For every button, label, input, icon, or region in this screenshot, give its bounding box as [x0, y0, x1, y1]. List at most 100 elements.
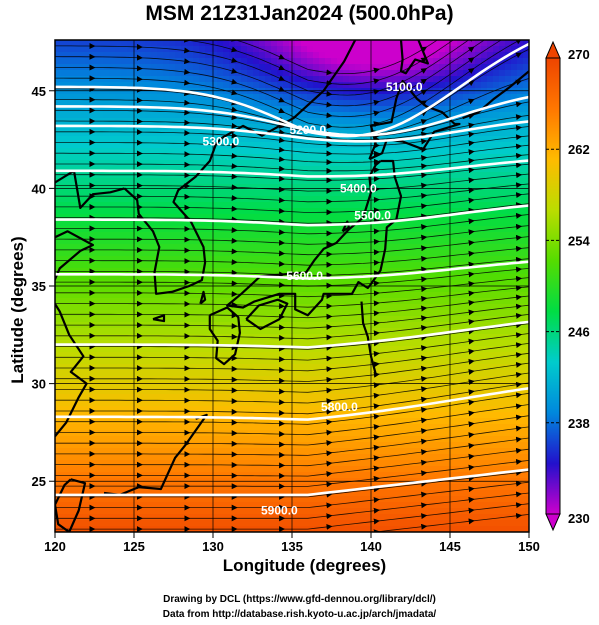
flow-arrow	[231, 106, 238, 113]
map-figure: 5100.0 5200.0 5300.0 5400.0 5500.0 5600.0 5800…	[32, 15, 590, 554]
contour-5200.0	[55, 95, 529, 137]
flow-arrow	[468, 475, 475, 482]
flow-arrow	[515, 502, 523, 509]
flow-arrow	[468, 280, 475, 287]
flow-arrow	[326, 419, 333, 426]
flow-arrow	[326, 101, 333, 108]
flow-arrow	[373, 382, 380, 389]
flow-arrow	[420, 138, 428, 145]
flow-arrow	[420, 78, 428, 85]
flow-arrow	[183, 68, 191, 75]
flow-arrow	[420, 396, 428, 403]
y-tick-label: 35	[32, 279, 46, 294]
colorbar-label: 270	[568, 47, 590, 62]
flow-arrow	[468, 507, 475, 514]
colorbar-label: 254	[568, 233, 590, 248]
flow-arrow	[420, 305, 428, 312]
x-tick-label: 120	[44, 539, 66, 554]
flow-arrow	[516, 28, 521, 31]
flow-arrow	[468, 157, 475, 164]
flow-arrow	[420, 375, 428, 382]
flow-arrow	[373, 455, 380, 462]
flow-arrow	[373, 518, 380, 525]
contour-5800.0	[55, 387, 529, 421]
colorbar: 270 262 254 246 238 230	[545, 40, 590, 532]
flow-arrow	[420, 513, 428, 520]
contour-label: 5100.0	[386, 80, 423, 94]
contour-5300.0	[55, 120, 529, 143]
flow-arrow	[468, 432, 475, 439]
flow-arrow	[326, 481, 333, 488]
flow-arrow	[373, 465, 380, 472]
colorbar-under-triangle	[545, 513, 561, 532]
flow-arrow	[515, 134, 523, 141]
flow-arrow	[327, 537, 332, 538]
flow-arrow	[183, 47, 191, 54]
flow-arrow	[468, 410, 475, 417]
y-tick-label: 30	[32, 377, 46, 392]
flow-arrow	[468, 207, 475, 214]
flow-arrow	[420, 406, 428, 413]
contour-label: 5300.0	[203, 135, 240, 149]
flow-arrow	[468, 464, 475, 471]
flow-arrow	[373, 392, 380, 399]
flow-arrow	[420, 315, 428, 322]
flow-arrow	[515, 124, 523, 131]
flow-arrow	[278, 137, 286, 144]
flow-arrow	[373, 78, 380, 85]
y-tick-label: 40	[32, 181, 46, 196]
flow-arrow	[515, 392, 523, 399]
flow-arrow	[468, 496, 475, 503]
flow-arrow	[183, 90, 191, 97]
flow-arrow	[467, 40, 475, 42]
flow-arrow	[278, 53, 286, 60]
flow-arrow	[420, 365, 428, 372]
flow-arrow	[467, 68, 475, 74]
coastline-sakhalin	[399, 40, 429, 75]
flow-arrow	[515, 322, 523, 329]
flow-arrow	[469, 15, 474, 18]
flow-arrow	[420, 324, 428, 331]
flow-arrow	[420, 68, 428, 74]
flow-arrow	[467, 57, 475, 64]
x-tick-label: 130	[202, 539, 224, 554]
x-tick-label: 135	[281, 539, 303, 554]
flow-arrow	[326, 523, 333, 530]
flow-arrow	[420, 334, 428, 341]
x-tick-label: 140	[360, 539, 382, 554]
flow-arrow	[515, 294, 523, 301]
coastline-jeju	[152, 314, 166, 323]
flow-arrow	[468, 389, 475, 396]
flow-arrow	[420, 355, 428, 362]
coastline-kyushu	[208, 306, 241, 366]
flow-arrow	[420, 224, 428, 230]
flow-arrow	[468, 358, 475, 365]
flow-arrow	[231, 46, 238, 53]
flow-arrow	[468, 177, 475, 184]
coastline-china-coast	[55, 230, 94, 437]
x-tick-label: 145	[439, 539, 461, 554]
y-axis-label: Latitude (degrees)	[8, 236, 27, 384]
flow-arrow	[185, 29, 190, 30]
flow-arrow	[420, 203, 428, 210]
flow-arrow	[373, 403, 380, 410]
flow-arrow	[515, 342, 523, 349]
y-axis-ticks: 25 30 35 40 45	[32, 84, 55, 489]
flow-arrow	[468, 197, 475, 204]
flow-arrow	[420, 345, 428, 352]
flow-arrow	[326, 69, 333, 76]
flow-arrow	[515, 436, 523, 443]
flow-arrow	[468, 309, 475, 316]
x-tick-label: 150	[518, 539, 540, 554]
contour-label: 5600.0	[286, 269, 323, 283]
contour-5400.0	[55, 159, 529, 178]
contour-label: 5200.0	[289, 123, 326, 137]
flow-arrow	[515, 303, 523, 310]
contour-5500.0	[55, 204, 529, 227]
flow-arrow	[278, 96, 286, 103]
flow-arrow	[420, 449, 428, 456]
flow-arrow	[468, 421, 475, 428]
contour-label: 5500.0	[354, 209, 391, 223]
contour-label: 5800.0	[321, 400, 358, 414]
flow-arrow	[420, 131, 428, 138]
